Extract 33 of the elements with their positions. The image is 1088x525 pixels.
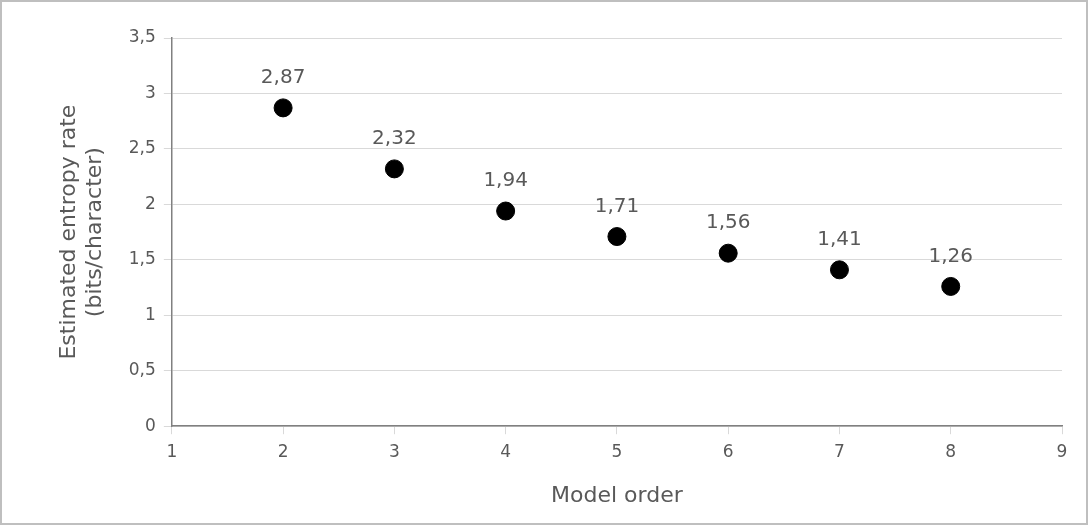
- point: [941, 276, 961, 296]
- y-tick-label: 0: [145, 414, 156, 435]
- data-label: 1,56: [705, 209, 751, 234]
- y-tick-label: 3: [145, 81, 156, 102]
- point: [384, 159, 404, 179]
- point: [273, 98, 293, 118]
- x-tick-label: 7: [834, 440, 845, 461]
- y-tick-label: 2: [145, 192, 156, 213]
- y-tick-label: 2,5: [128, 137, 156, 158]
- point: [496, 201, 516, 221]
- data-label: 2,87: [260, 64, 306, 89]
- y-axis-title: Estimated entropy rate (bits/character): [54, 104, 107, 360]
- x-tick-label: 3: [388, 440, 400, 461]
- y-tick-label: 1,5: [128, 248, 156, 269]
- data-label: 2,32: [372, 125, 417, 150]
- data-label: 1,71: [594, 192, 640, 217]
- point: [718, 243, 738, 263]
- x-tick-label: 6: [722, 440, 734, 461]
- y-tick-label: 1: [145, 303, 156, 324]
- data-label: 1,26: [928, 242, 973, 267]
- x-tick-label: 5: [611, 440, 623, 461]
- x-tick-label: 4: [500, 440, 512, 461]
- point: [829, 260, 849, 280]
- point: [607, 227, 627, 247]
- x-tick-label: 2: [277, 440, 289, 461]
- y-tick-label: 0,5: [128, 359, 156, 380]
- y-tick-label: 3,5: [128, 26, 156, 47]
- data-label: 1,94: [483, 167, 528, 192]
- data-label: 1,41: [817, 226, 862, 251]
- x-tick-label: 9: [1056, 440, 1068, 461]
- x-tick-label: 8: [945, 440, 957, 461]
- x-tick-label: 1: [166, 440, 178, 461]
- x-axis-title: Model order: [551, 481, 684, 507]
